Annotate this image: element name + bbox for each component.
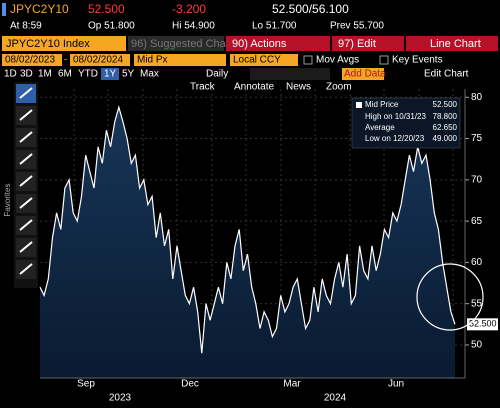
last-price: 52.500 <box>88 2 125 16</box>
low: Lo 51.700 <box>252 21 297 32</box>
tool-glyph <box>19 131 33 143</box>
legend-stat-value: 49.000 <box>433 134 458 143</box>
actions-button[interactable] <box>226 36 330 51</box>
chart-type: Line Chart <box>430 38 481 50</box>
zoom[interactable]: Zoom <box>326 82 352 93</box>
chart-icons[interactable] <box>250 68 330 80</box>
start-date[interactable]: 08/02/2023 <box>5 55 55 66</box>
open: Op 51.800 <box>88 21 135 32</box>
x-tick-label: Jun <box>388 379 404 390</box>
tool-glyph <box>19 197 33 209</box>
y-tick-label: 70 <box>471 174 483 185</box>
legend-stat-label: Low on 12/20/23 <box>365 134 425 143</box>
track[interactable]: Track <box>190 82 216 93</box>
edit-chart[interactable]: Edit Chart <box>424 69 469 80</box>
last-value-box <box>467 318 498 331</box>
annotation-circle <box>416 263 484 331</box>
price-line <box>39 104 456 354</box>
period[interactable]: 6M <box>58 69 72 80</box>
favorites[interactable]: Favorites <box>3 184 12 217</box>
currency-box[interactable] <box>230 54 298 66</box>
legend-value: 52.500 <box>433 100 458 109</box>
high: Hi 54.900 <box>172 21 215 32</box>
legend-box <box>351 97 461 149</box>
period[interactable]: 3D <box>20 69 33 80</box>
y-tick-label: 65 <box>471 216 483 227</box>
legend-stat-value: 62.650 <box>433 123 458 132</box>
add-data[interactable]: Add Data <box>344 69 386 80</box>
start-box[interactable] <box>2 54 62 66</box>
x-tick-label: Sep <box>77 379 95 390</box>
period[interactable]: YTD <box>78 69 98 80</box>
bid-ask: 52.500/56.100 <box>272 2 349 16</box>
year-label: 2024 <box>324 393 347 404</box>
mov-avgs[interactable]: Mov Avgs <box>316 55 359 66</box>
year-label: 2023 <box>109 393 132 404</box>
y-tick-label: 75 <box>471 133 483 144</box>
time: At 8:59 <box>10 21 42 32</box>
tool-glyph <box>19 175 33 187</box>
period[interactable]: 1Y <box>104 69 117 80</box>
change: -3.200 <box>172 2 206 16</box>
tool-glyph <box>19 153 33 165</box>
legend-name: Mid Price <box>365 100 399 109</box>
chart-type-bar <box>406 36 498 51</box>
tool-glyph <box>19 109 33 121</box>
security[interactable]: JPYC2Y10 Index <box>6 38 90 50</box>
date-dash: - <box>64 55 67 66</box>
period-selected <box>101 68 119 80</box>
field[interactable]: Mid Px <box>137 55 168 66</box>
news[interactable]: News <box>286 82 311 93</box>
currency[interactable]: Local CCY <box>233 55 281 66</box>
security-box[interactable] <box>2 36 126 51</box>
tool-glyph <box>19 263 33 275</box>
legend-stat-value: 78.800 <box>433 112 458 121</box>
edit-button[interactable] <box>332 36 404 51</box>
ticker-marker <box>2 3 6 16</box>
suggested-button[interactable] <box>128 36 224 51</box>
period[interactable]: 1D <box>4 69 17 80</box>
annotate[interactable]: Annotate <box>234 82 274 93</box>
y-tick-label: 55 <box>471 298 483 309</box>
end-date[interactable]: 08/02/2024 <box>73 55 123 66</box>
x-tick-label: Mar <box>283 379 301 390</box>
period[interactable]: 5Y <box>122 69 135 80</box>
prev: Prev 55.700 <box>330 21 384 32</box>
tool-glyph <box>19 241 33 253</box>
period[interactable]: Max <box>140 69 159 80</box>
tool-glyph <box>19 219 33 231</box>
area-fill <box>40 107 455 378</box>
legend-stat-label: Average <box>365 123 395 132</box>
tool-glyph <box>19 87 33 99</box>
ticker: JPYC2Y10 <box>10 2 69 16</box>
key-events[interactable]: Key Events <box>392 55 443 66</box>
legend-swatch <box>356 102 362 108</box>
checkbox[interactable] <box>303 55 313 65</box>
frequency[interactable]: Daily <box>206 69 228 80</box>
legend-stat-label: High on 10/31/23 <box>365 112 426 121</box>
y-tick-label: 80 <box>471 92 483 103</box>
x-tick-label: Dec <box>181 379 199 390</box>
period[interactable]: 1M <box>38 69 52 80</box>
field-box[interactable] <box>134 54 226 66</box>
last-value-label: 52.500 <box>469 319 497 329</box>
add-data-box[interactable] <box>342 68 384 80</box>
end-box[interactable] <box>70 54 130 66</box>
checkbox[interactable] <box>379 55 389 65</box>
edit[interactable]: 97) Edit <box>338 38 376 50</box>
actions[interactable]: 90) Actions <box>232 38 287 50</box>
y-tick-label: 60 <box>471 257 483 268</box>
y-tick-label: 50 <box>471 340 483 351</box>
suggested-charts[interactable]: 96) Suggested Charts <box>131 38 239 50</box>
